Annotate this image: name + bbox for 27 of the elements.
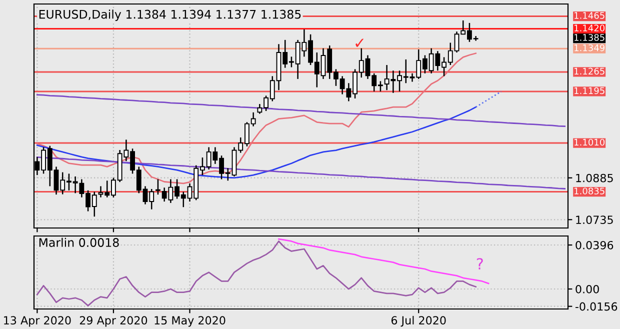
annotation: ?	[476, 258, 483, 270]
y-tick-label: -0.0156	[575, 302, 618, 311]
x-tick-label: 13 Apr 2020	[4, 316, 71, 327]
ref-line-label: 1.1195	[574, 87, 604, 94]
line-series	[36, 94, 566, 128]
chart-title: Marlin 0.0018	[39, 238, 119, 247]
line-series	[278, 238, 490, 284]
y-tick-label: 0.0396	[576, 240, 614, 250]
annotation: ✓	[356, 38, 364, 47]
ref-line-label: 1.1265	[574, 68, 604, 75]
ref-line-label: 1.1420	[574, 24, 605, 32]
line-series	[475, 90, 502, 108]
line-series	[36, 52, 477, 184]
ref-line-label: 1.1465	[574, 12, 604, 19]
chart-title: EURUSD,Daily 1.1384 1.1394 1.1377 1.1385	[39, 10, 301, 22]
line-series	[36, 106, 477, 179]
x-tick-label: 6 Jul 2020	[391, 316, 446, 327]
y-tick-label: 1.0885	[576, 174, 613, 182]
y-tick-label: 1.0735	[576, 216, 613, 224]
ref-line-label: 1.0835	[574, 188, 604, 194]
y-tick-label: 0.00	[576, 284, 599, 294]
x-tick-label: 15 May 2020	[154, 316, 226, 327]
ref-line-label: 1.1010	[574, 138, 605, 146]
x-tick-label: 29 Apr 2020	[80, 316, 148, 327]
text: 1.1385	[574, 34, 604, 41]
candlestick	[156, 178, 160, 196]
ref-line-label: 1.1349	[574, 44, 605, 52]
